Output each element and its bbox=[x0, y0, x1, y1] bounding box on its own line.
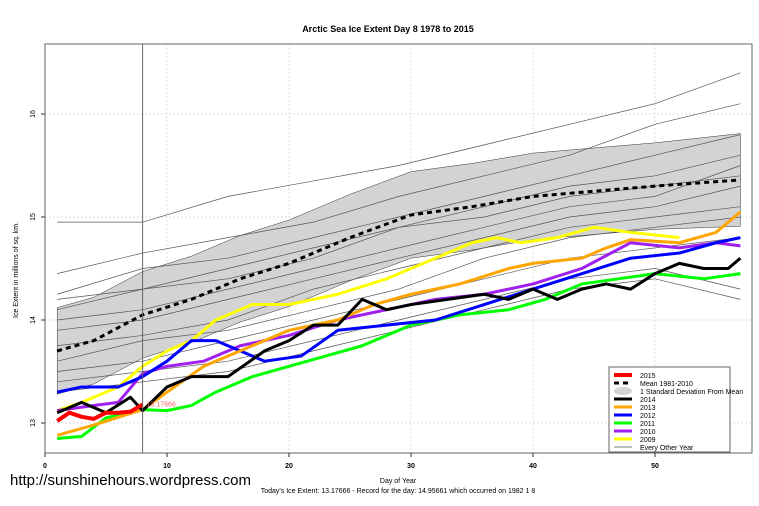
series-other-year bbox=[57, 237, 741, 372]
series-other-year bbox=[57, 206, 741, 347]
x-tick-label: 10 bbox=[163, 463, 171, 470]
series-2014 bbox=[56, 257, 742, 415]
legend-label: 2013 bbox=[640, 405, 656, 412]
legend-label: Mean 1981-2010 bbox=[640, 381, 693, 388]
x-tick-label: 20 bbox=[285, 463, 293, 470]
current-value-label: 13.17666 bbox=[147, 401, 176, 408]
series-2015 bbox=[56, 402, 144, 423]
y-tick-label: 15 bbox=[30, 213, 37, 221]
y-axis-label: Ice Extent in millions of sq. km. bbox=[13, 222, 20, 318]
series-other-year bbox=[57, 72, 741, 223]
legend-swatch-sd bbox=[614, 387, 632, 395]
x-tick-label: 40 bbox=[529, 463, 537, 470]
sd-band bbox=[56, 133, 741, 395]
legend-label: 2010 bbox=[640, 429, 656, 436]
x-tick-label: 50 bbox=[651, 463, 659, 470]
x-axis-label: Day of Year bbox=[380, 478, 417, 485]
series-2013 bbox=[56, 210, 742, 437]
plot-frame bbox=[44, 43, 753, 454]
series-2011 bbox=[57, 272, 741, 440]
legend-label: 2015 bbox=[640, 373, 656, 380]
y-tick-label: 13 bbox=[30, 419, 37, 427]
y-tick-label: 16 bbox=[30, 110, 37, 118]
chart-subtitle: Today's Ice Extent: 13.17666 - Record fo… bbox=[261, 488, 536, 495]
legend-label: 2011 bbox=[640, 421, 655, 428]
watermark-url: http://sunshinehours.wordpress.com bbox=[10, 472, 251, 489]
legend-label: 2009 bbox=[640, 437, 656, 444]
series-other-year bbox=[57, 185, 741, 331]
series-other-year bbox=[57, 103, 741, 274]
x-tick-label: 0 bbox=[43, 463, 47, 470]
series-other-year bbox=[57, 165, 741, 321]
legend-label: 2012 bbox=[640, 413, 656, 420]
y-tick-label: 14 bbox=[30, 316, 37, 324]
series-2012 bbox=[56, 236, 741, 394]
series-other-year bbox=[57, 268, 741, 383]
chart-title: Arctic Sea Ice Extent Day 8 1978 to 2015 bbox=[302, 24, 474, 34]
series-other-year bbox=[57, 134, 741, 295]
legend-label: 2014 bbox=[640, 397, 656, 404]
x-tick-label: 30 bbox=[407, 463, 415, 470]
legend-label: Every Other Year bbox=[640, 445, 694, 452]
legend-label: 1 Standard Deviation From Mean bbox=[640, 389, 743, 396]
